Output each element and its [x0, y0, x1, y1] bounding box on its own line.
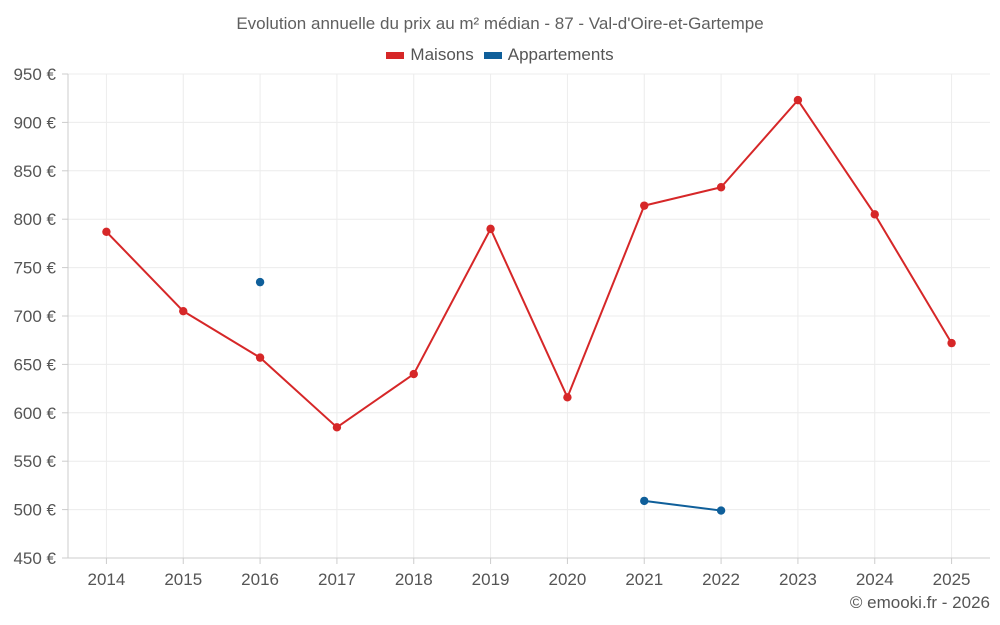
data-point-maisons-2019: [486, 224, 495, 234]
y-tick-label: 450 €: [13, 549, 56, 568]
legend-item-appartements[interactable]: Appartements: [483, 45, 614, 65]
y-tick-label: 500 €: [13, 501, 56, 520]
y-tick-label: 800 €: [13, 210, 56, 229]
data-point-maisons-2025: [947, 338, 956, 348]
data-point-maisons-2021: [640, 201, 649, 210]
data-point-maisons-2022: [716, 183, 726, 192]
x-tick-label: 2023: [779, 570, 817, 589]
credit-text: © emooki.fr - 2026: [849, 593, 990, 612]
x-tick-label: 2015: [164, 570, 202, 589]
x-tick-label: 2024: [856, 570, 894, 589]
x-tick-label: 2022: [702, 570, 740, 589]
series-line-maisons: [105, 99, 953, 429]
data-point-maisons-2023: [793, 95, 803, 105]
y-tick-label: 950 €: [13, 65, 56, 84]
data-point-appartements-2016: [255, 277, 265, 287]
y-tick-label: 600 €: [13, 404, 56, 423]
data-point-maisons-2018: [409, 369, 418, 379]
data-point-maisons-2016: [255, 353, 265, 362]
x-tick-label: 2018: [395, 570, 433, 589]
x-tick-label: 2014: [88, 570, 126, 589]
y-tick-label: 700 €: [13, 307, 56, 326]
legend-swatch-appartements: [483, 51, 502, 59]
legend-item-maisons[interactable]: Maisons: [386, 45, 474, 65]
data-point-maisons-2015: [179, 306, 188, 316]
x-tick-label: 2021: [625, 570, 663, 589]
data-point-appartements-2021: [640, 496, 649, 506]
legend-swatch-maisons: [386, 51, 405, 59]
legend-label-maisons: Maisons: [410, 45, 474, 64]
x-tick-label: 2020: [549, 570, 587, 589]
data-point-maisons-2017: [332, 423, 342, 432]
data-point-appartements-2022: [716, 506, 726, 515]
data-point-maisons-2020: [563, 393, 572, 402]
data-point-maisons-2024: [870, 210, 879, 219]
x-tick-label: 2025: [933, 570, 971, 589]
chart-legend: Maisons Appartements: [0, 45, 1000, 65]
x-tick-label: 2019: [472, 570, 510, 589]
y-tick-label: 750 €: [13, 259, 56, 278]
y-tick-label: 850 €: [13, 162, 56, 181]
data-point-maisons-2014: [102, 227, 111, 236]
series-line-appartements: [644, 499, 722, 512]
x-tick-label: 2017: [318, 570, 356, 589]
legend-label-appartements: Appartements: [507, 45, 614, 64]
y-tick-label: 550 €: [13, 452, 56, 471]
chart-title: Evolution annuelle du prix au m² médian …: [236, 14, 764, 33]
x-tick-label: 2016: [241, 570, 279, 589]
y-tick-label: 650 €: [13, 355, 56, 374]
y-tick-label: 900 €: [13, 113, 56, 132]
